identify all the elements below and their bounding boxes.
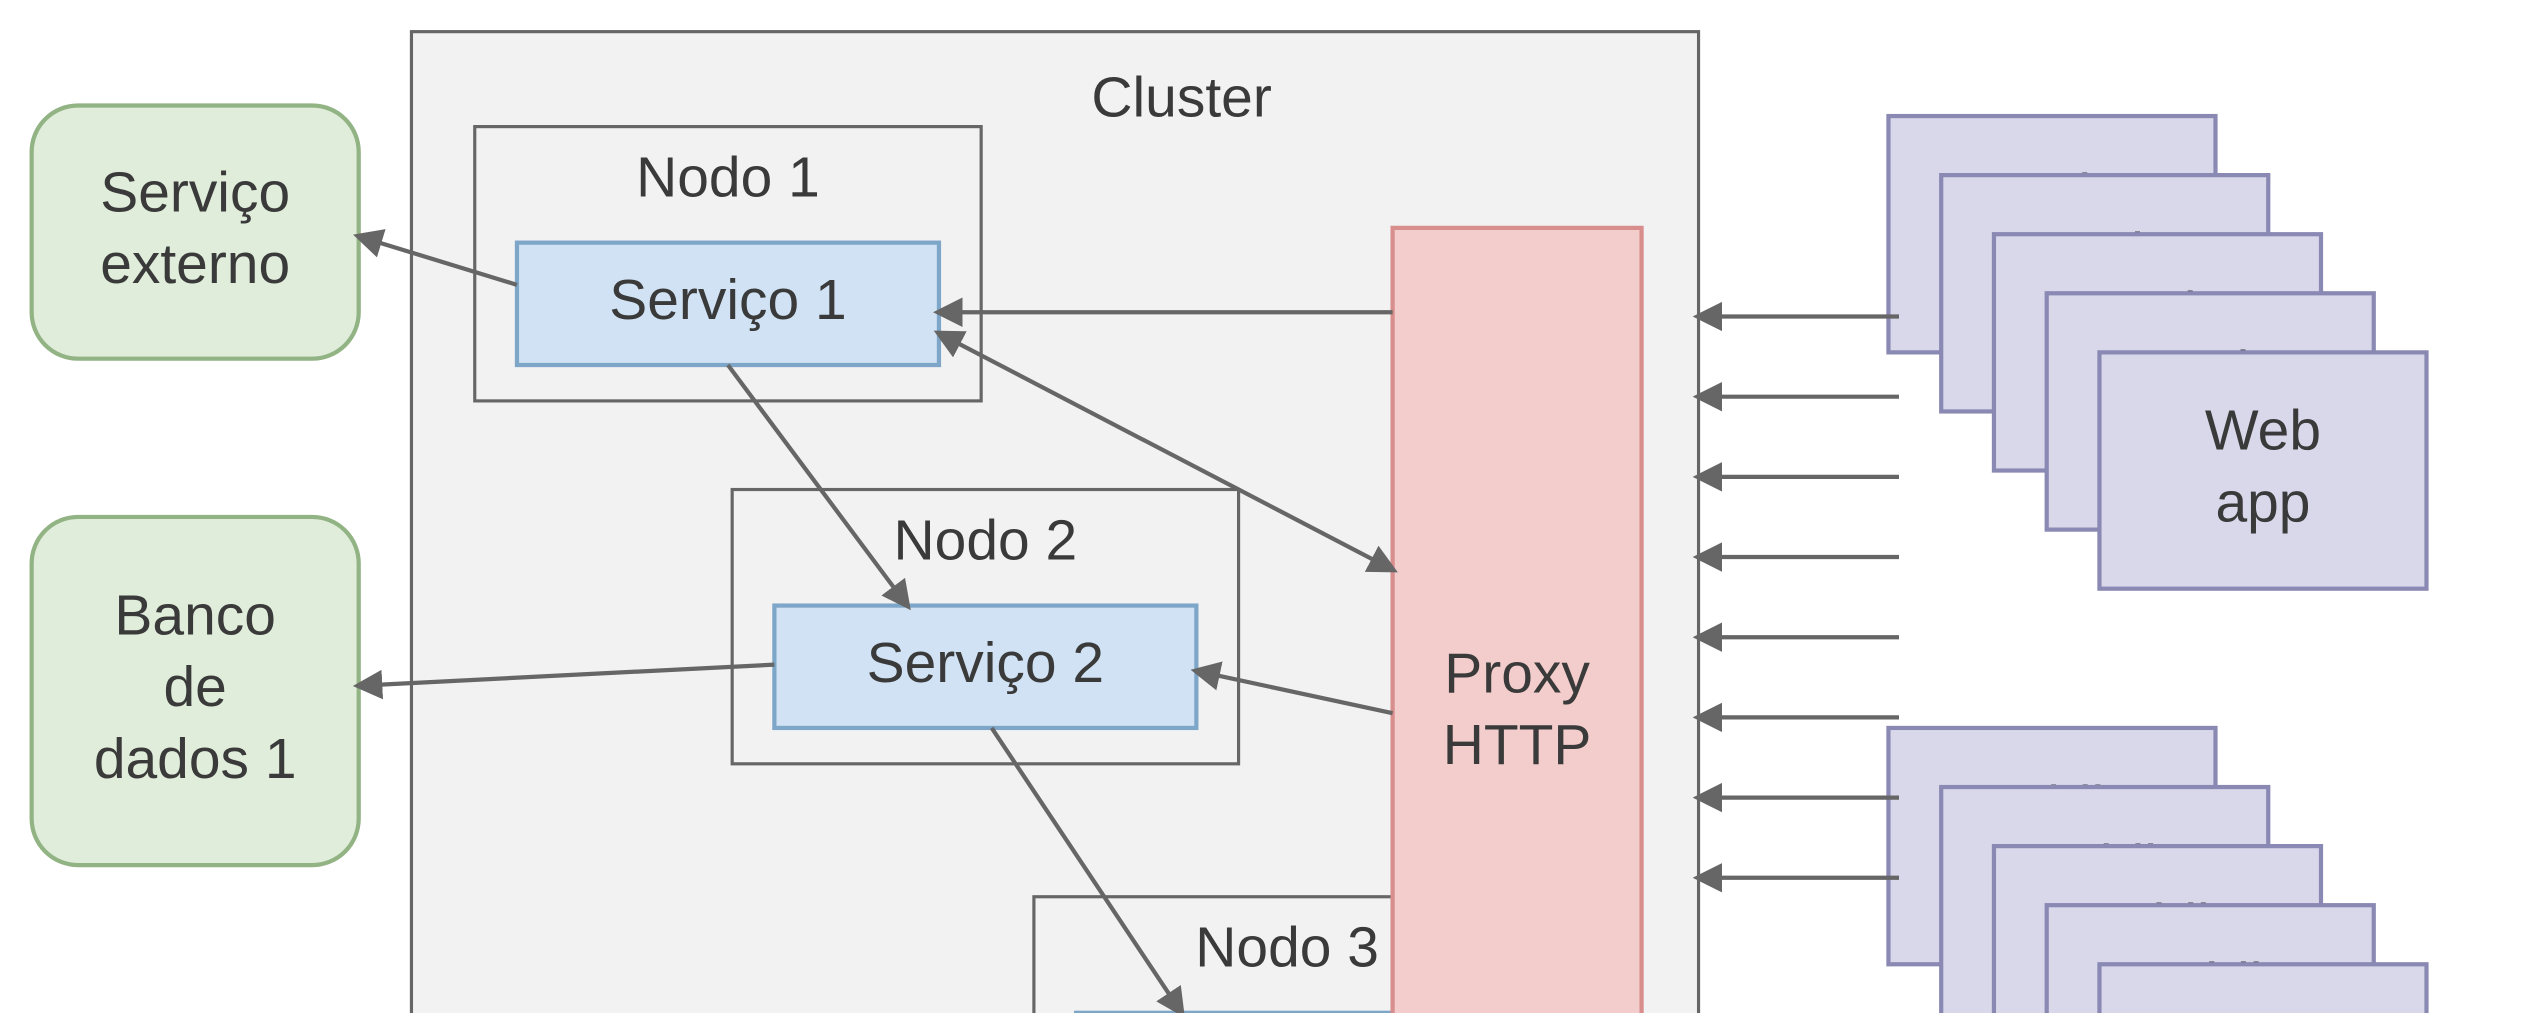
node-label-n1: Nodo 1 (636, 146, 820, 210)
external-ext-label: externo (100, 232, 290, 296)
external-db1-label: dados 1 (94, 727, 297, 791)
service-label-n1: Serviço 1 (609, 268, 846, 332)
node-label-n2: Nodo 2 (894, 508, 1078, 572)
external-db1-label: Banco (114, 583, 276, 647)
web-card-4-label: Web (2205, 399, 2321, 463)
proxy-label: Proxy (1444, 641, 1590, 705)
mobile-card-4 (2099, 964, 2426, 1013)
external-ext-label: Serviço (100, 160, 290, 224)
web-card-4-label: app (2215, 470, 2310, 534)
proxy-box (1393, 228, 1642, 1013)
proxy-label: HTTP (1443, 713, 1592, 777)
service-label-n2: Serviço 2 (867, 631, 1104, 695)
mobile-card-4-label: Mobile (2179, 1011, 2347, 1013)
cluster-label: Cluster (1091, 65, 1271, 129)
external-db1-label: de (163, 655, 226, 719)
node-label-n3: Nodo 3 (1195, 916, 1379, 980)
